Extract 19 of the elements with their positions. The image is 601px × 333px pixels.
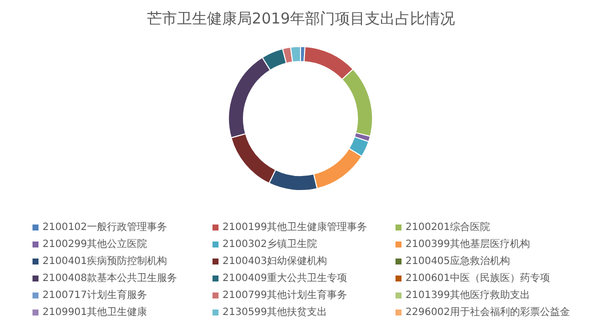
legend-label: 2100199其他卫生健康管理事务 xyxy=(222,221,368,233)
legend-label: 2100201综合医院 xyxy=(406,221,490,233)
legend-label: 2100405应急救治机构 xyxy=(406,255,510,267)
legend-label: 2109901其他卫生健康 xyxy=(42,306,148,318)
legend-label: 2100409重大公共卫生专项 xyxy=(222,272,348,284)
legend-label: 2100717计划生育服务 xyxy=(42,289,148,301)
legend-label: 2296002用于社会福利的彩票公益金 xyxy=(406,306,570,318)
legend-label: 2100399其他基层医疗机构 xyxy=(406,238,530,250)
legend-label: 2100403妇幼保健机构 xyxy=(222,255,328,267)
legend-label: 2101399其他医疗救助支出 xyxy=(406,289,530,301)
legend-label: 2100401疾病预防控制机构 xyxy=(42,255,168,267)
legend-label: 2100102一般行政管理事务 xyxy=(42,221,168,233)
legend-label: 2100799其他计划生育事务 xyxy=(222,289,348,301)
chart-title: 芒市卫生健康局2019年部门项目支出占比情况 xyxy=(146,10,456,28)
legend-label: 2100302乡镇卫生院 xyxy=(222,238,318,250)
legend-label: 2100299其他公立医院 xyxy=(42,238,148,250)
legend-label: 2130599其他扶贫支出 xyxy=(222,306,328,318)
legend-label: 2100408款基本公共卫生服务 xyxy=(42,272,178,284)
legend-label: 2100601中医（民族医）药专项 xyxy=(406,272,550,284)
